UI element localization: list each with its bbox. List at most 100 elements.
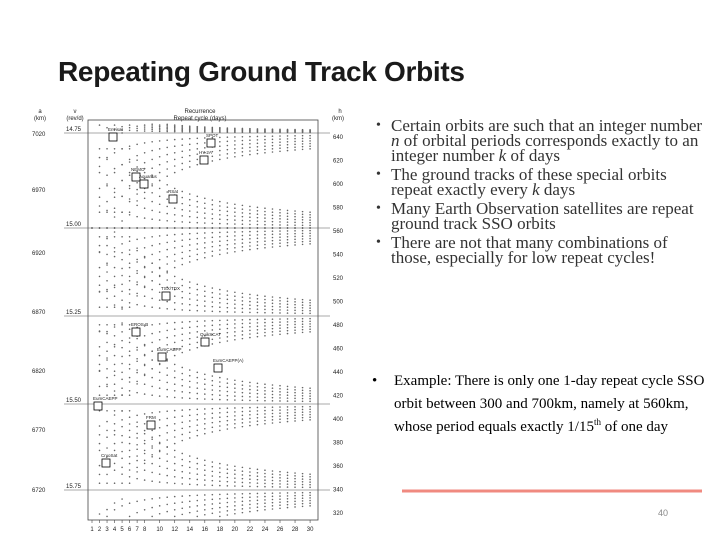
orbit-dot — [158, 219, 161, 221]
orbit-dot — [173, 266, 176, 269]
orbit-dot — [204, 330, 206, 332]
orbit-dot — [121, 299, 123, 301]
orbit-dot — [188, 215, 191, 218]
orbit-dot — [98, 306, 101, 309]
orbit-dot — [166, 227, 169, 229]
orbit-dot — [279, 208, 281, 211]
orbit-dot — [106, 290, 108, 293]
orbit-dot — [203, 227, 206, 229]
orbit-dot — [204, 513, 206, 516]
orbit-dot — [271, 144, 274, 147]
orbit-dot — [106, 368, 108, 370]
orbit-dot — [256, 234, 259, 236]
orbit-dot — [301, 389, 304, 392]
orbit-dot — [181, 477, 184, 479]
orbit-dot — [279, 397, 281, 399]
orbit-dot — [309, 416, 311, 419]
orbit-dot — [211, 245, 214, 248]
orbit-dot — [173, 129, 176, 132]
orbit-dot — [219, 141, 221, 143]
orbit-dot — [181, 409, 184, 411]
orbit-dot — [166, 212, 168, 215]
orbit-dot — [279, 318, 281, 320]
orbit-dot — [264, 383, 266, 386]
orbit-dot — [301, 221, 304, 224]
orbit-dot — [181, 257, 184, 260]
orbit-dot — [271, 308, 274, 311]
orbit-dot — [196, 227, 199, 229]
h-tick-label: 500 — [333, 300, 344, 306]
orbit-dot — [249, 503, 251, 506]
orbit-dot — [166, 272, 168, 274]
orbit-dot — [219, 341, 221, 344]
orbit-dot — [249, 322, 251, 325]
orbit-dot — [219, 385, 221, 388]
orbit-dot — [204, 469, 206, 472]
orbit-dot — [136, 303, 138, 306]
orbit-dot — [271, 302, 274, 305]
orbit-dot — [294, 329, 296, 331]
orbit-dot — [204, 131, 206, 133]
orbit-dot — [286, 143, 289, 146]
orbit-dot — [188, 506, 191, 508]
orbit-dot — [256, 506, 259, 509]
h-tick-label: 620 — [333, 159, 344, 165]
orbit-dot — [211, 310, 214, 313]
orbit-dot — [286, 394, 289, 397]
orbit-dot — [173, 509, 176, 511]
orbit-dot — [309, 299, 311, 301]
bullet: The ground tracks of these special orbit… — [376, 165, 706, 199]
orbit-dot — [128, 302, 131, 304]
orbit-dot — [279, 391, 281, 393]
orbit-dot — [294, 477, 296, 480]
orbit-dot — [181, 150, 184, 153]
orbit-dot — [106, 209, 108, 212]
orbit-dot — [309, 148, 311, 150]
orbit-dot — [113, 207, 116, 209]
orbit-dot — [151, 385, 153, 388]
orbit-dot — [204, 373, 206, 376]
orbit-dot — [98, 187, 101, 190]
orbit-dot — [309, 240, 311, 242]
orbit-dot — [219, 200, 221, 203]
orbit-dot — [113, 423, 116, 425]
orbit-dot — [271, 318, 274, 320]
orbit-dot — [151, 498, 153, 500]
orbit-dot — [309, 476, 311, 478]
orbit-dot — [113, 191, 116, 194]
orbit-dot — [286, 474, 289, 477]
orbit-dot — [173, 348, 176, 350]
orbit-dot — [309, 140, 311, 142]
orbit-dot — [204, 484, 206, 486]
orbit-dot — [294, 492, 296, 494]
orbit-dot — [136, 477, 138, 480]
satellite-box — [200, 337, 210, 347]
orbit-dot — [158, 163, 161, 166]
orbit-dot — [219, 236, 221, 238]
orbit-dot — [241, 303, 244, 306]
orbit-dot — [294, 497, 296, 500]
orbit-dot — [173, 130, 176, 133]
orbit-dot — [128, 324, 131, 326]
orbit-dot — [219, 471, 221, 474]
orbit-dot — [241, 326, 244, 329]
orbit-dot — [181, 439, 184, 442]
orbit-dot — [226, 323, 229, 326]
orbit-dot — [264, 325, 266, 327]
orbit-dot — [106, 394, 108, 397]
satellite-label: EumCAEPP — [93, 396, 118, 401]
orbit-dot — [113, 236, 116, 238]
orbit-dot — [234, 383, 236, 386]
orbit-dot — [271, 135, 274, 137]
orbit-dot — [166, 248, 168, 251]
bullet-text: The ground tracks of these special orbit… — [391, 165, 667, 199]
orbit-dot — [151, 227, 154, 229]
orbit-dot — [166, 329, 168, 332]
orbit-dot — [113, 306, 116, 309]
orbit-dot — [136, 247, 138, 249]
orbit-dot — [128, 306, 131, 309]
orbit-dot — [256, 485, 259, 488]
orbit-dot — [264, 135, 266, 138]
orbit-dot — [264, 509, 266, 511]
orbit-dot — [181, 156, 184, 159]
